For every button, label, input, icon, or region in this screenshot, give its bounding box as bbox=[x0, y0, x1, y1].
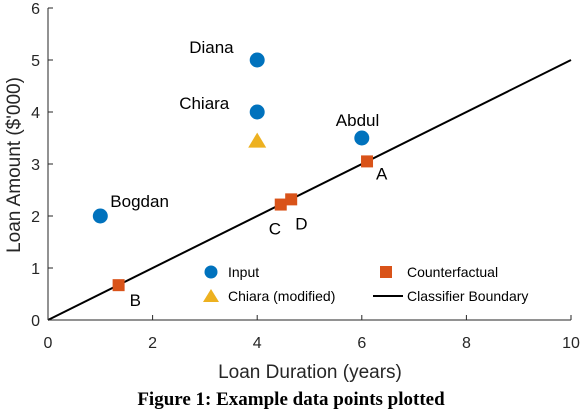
legend-marker-modified bbox=[203, 289, 219, 302]
scatter-chart: Diana Chiara Abdul Bogdan A B C D 0 2 4 6 8 10 0 1 2 3 4 5… bbox=[4, 1, 580, 383]
input-point bbox=[92, 208, 108, 224]
input-point-label: Diana bbox=[189, 38, 234, 57]
axis-layer: 0 2 4 6 8 10 0 1 2 3 4 5 6 bbox=[31, 1, 580, 352]
x-tick-label: 10 bbox=[562, 335, 580, 352]
y-tick-label: 4 bbox=[31, 105, 40, 122]
input-point-label: Bogdan bbox=[110, 192, 169, 211]
y-tick-label: 2 bbox=[31, 209, 40, 226]
x-axis-label: Loan Duration (years) bbox=[218, 362, 402, 383]
legend: Input Counterfactual Chiara (modified) Clas… bbox=[203, 264, 528, 304]
counterfactual-point-label: A bbox=[376, 164, 388, 183]
legend-label-counterfactual: Counterfactual bbox=[407, 264, 498, 280]
figure-caption: Figure 1: Example data points plotted bbox=[137, 389, 445, 410]
x-tick-label: 8 bbox=[462, 335, 471, 352]
counterfactual-point-label: D bbox=[295, 214, 307, 233]
counterfactual-point bbox=[274, 198, 287, 211]
x-tick-label: 4 bbox=[253, 335, 262, 352]
x-tick-label: 2 bbox=[148, 335, 157, 352]
legend-label-boundary: Classifier Boundary bbox=[407, 288, 528, 304]
y-tick-label: 1 bbox=[31, 261, 40, 278]
counterfactual-point bbox=[112, 279, 125, 292]
y-tick-label: 0 bbox=[31, 313, 40, 330]
legend-label-modified: Chiara (modified) bbox=[228, 288, 335, 304]
input-point-label: Abdul bbox=[336, 111, 379, 130]
legend-label-input: Input bbox=[228, 264, 259, 280]
legend-marker-input bbox=[204, 265, 218, 279]
counterfactual-point bbox=[285, 193, 298, 206]
y-tick-label: 5 bbox=[31, 53, 40, 70]
x-tick-label: 6 bbox=[357, 335, 366, 352]
counterfactual-point-label: C bbox=[269, 220, 281, 239]
input-point bbox=[249, 104, 265, 120]
modified-point bbox=[248, 132, 267, 148]
y-tick-label: 3 bbox=[31, 157, 40, 174]
legend-marker-counterfactual bbox=[380, 266, 392, 278]
y-tick-label: 6 bbox=[31, 1, 40, 18]
input-point bbox=[354, 130, 370, 146]
input-point bbox=[249, 52, 265, 68]
y-axis-label: Loan Amount ($'000) bbox=[4, 77, 25, 253]
x-tick-label: 0 bbox=[44, 335, 53, 352]
input-point-label: Chiara bbox=[179, 94, 230, 113]
classifier-boundary-line bbox=[47, 59, 572, 321]
plot-layer: Diana Chiara Abdul Bogdan A B C D bbox=[47, 38, 572, 321]
counterfactual-point bbox=[361, 155, 374, 168]
counterfactual-point-label: B bbox=[130, 291, 141, 310]
